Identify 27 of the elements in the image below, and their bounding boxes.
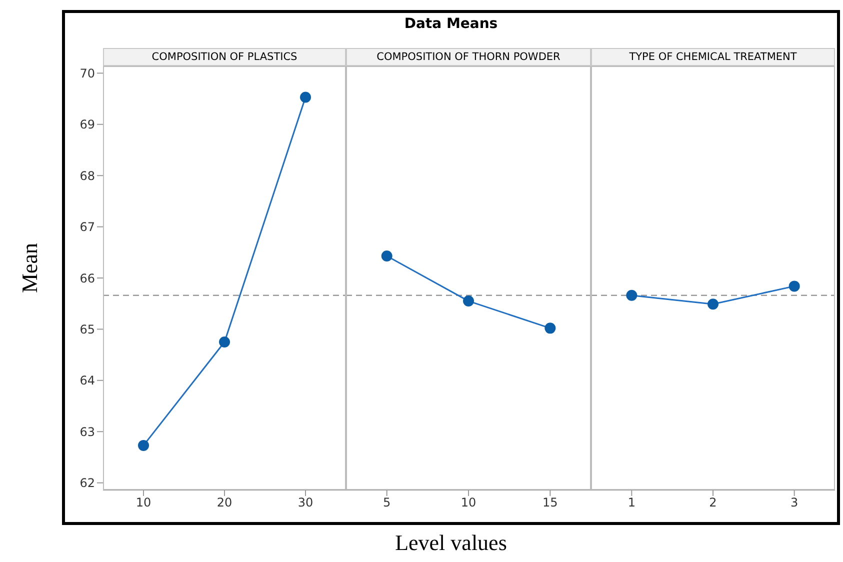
x-tick-label: 15 bbox=[542, 496, 558, 510]
x-tick-label: 5 bbox=[383, 496, 391, 510]
x-tick-label: 1 bbox=[628, 496, 636, 510]
y-axis-title: Mean bbox=[17, 242, 43, 294]
y-tick-label: 65 bbox=[80, 322, 95, 336]
x-tick-label: 20 bbox=[216, 496, 232, 510]
y-tick-label: 63 bbox=[80, 424, 95, 439]
x-tick-label: 30 bbox=[298, 496, 314, 510]
x-tick-label: 2 bbox=[709, 496, 717, 510]
y-tick-label: 69 bbox=[80, 118, 95, 132]
x-tick-label: 10 bbox=[460, 496, 476, 510]
y-tick-label: 67 bbox=[80, 220, 95, 234]
x-tick-label: 3 bbox=[790, 496, 798, 510]
y-tick-label: 68 bbox=[80, 168, 95, 183]
point bbox=[219, 336, 230, 348]
y-tick-label: 66 bbox=[80, 271, 95, 286]
point bbox=[138, 440, 149, 451]
y-tick-label: 70 bbox=[80, 66, 95, 80]
x-axis-title: Level values bbox=[394, 530, 508, 556]
point bbox=[300, 92, 311, 103]
x-tick-label: 10 bbox=[136, 496, 152, 510]
chart-title: Data Means bbox=[403, 16, 499, 32]
chart-subtitle: COMPOSITION OF PLASTICS bbox=[103, 48, 346, 66]
chart-subtitle: TYPE OF CHEMICAL TREATMENT bbox=[591, 48, 835, 66]
chart-subtitle: COMPOSITION OF THORN POWDER bbox=[346, 48, 591, 66]
y-tick-label: 62 bbox=[80, 476, 95, 490]
y-tick-label: 64 bbox=[80, 374, 95, 388]
